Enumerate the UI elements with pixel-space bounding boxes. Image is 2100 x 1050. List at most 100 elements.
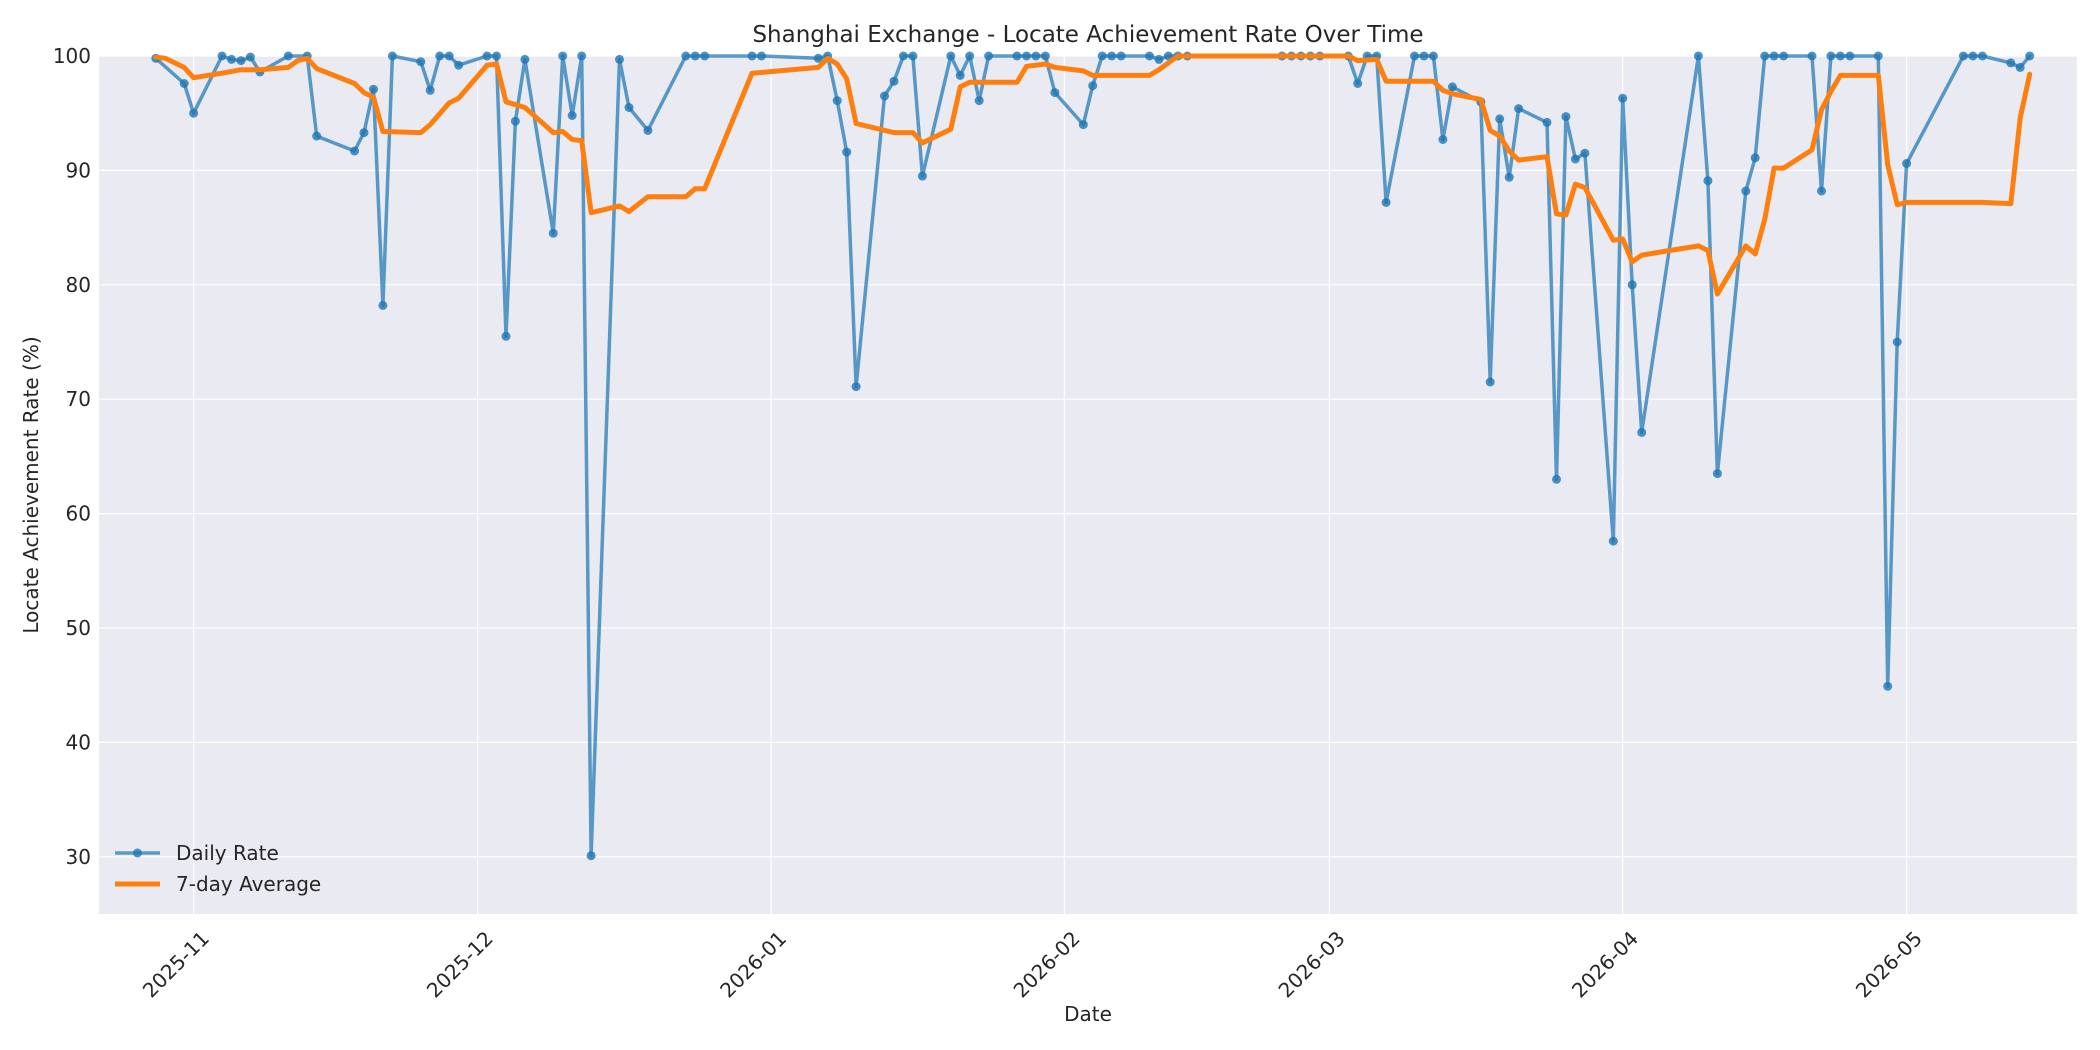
daily-data-point xyxy=(1627,280,1637,290)
daily-data-point xyxy=(1561,112,1571,122)
daily-data-point xyxy=(1428,51,1438,61)
daily-data-point xyxy=(1977,51,1987,61)
daily-data-point xyxy=(359,128,369,138)
daily-data-point xyxy=(1012,51,1022,61)
daily-data-point xyxy=(1741,186,1751,196)
daily-data-point xyxy=(312,131,322,141)
daily-data-point xyxy=(908,51,918,61)
daily-data-point xyxy=(1817,186,1826,196)
daily-data-point xyxy=(1693,51,1703,61)
daily-data-point xyxy=(1078,120,1088,130)
daily-data-point xyxy=(624,103,634,112)
daily-data-point xyxy=(1116,51,1126,61)
daily-data-point xyxy=(1892,337,1902,347)
daily-data-point xyxy=(1845,51,1855,61)
daily-data-point xyxy=(444,51,454,61)
daily-data-point xyxy=(1703,176,1713,186)
daily-data-point xyxy=(482,51,492,61)
plot-background xyxy=(99,56,2077,914)
daily-data-point xyxy=(757,51,766,61)
daily-data-point xyxy=(1570,154,1580,164)
daily-data-point xyxy=(558,51,568,61)
daily-data-point xyxy=(1514,104,1524,114)
daily-data-point xyxy=(387,51,397,61)
daily-data-point xyxy=(1552,474,1561,484)
daily-data-point xyxy=(2025,51,2035,61)
daily-data-point xyxy=(1097,51,1107,61)
x-tick-label: 2026-03 xyxy=(1274,926,1350,1002)
daily-data-point xyxy=(577,51,587,61)
daily-data-point xyxy=(1883,681,1893,691)
y-axis-label: Locate Achievement Rate (%) xyxy=(19,336,43,633)
daily-data-point xyxy=(236,56,246,66)
y-axis-ticks: 30 40 50 60 70 80 90 100 xyxy=(53,44,91,869)
daily-data-point xyxy=(946,51,956,61)
daily-data-point xyxy=(747,51,757,61)
daily-data-point xyxy=(454,60,464,70)
x-axis-ticks: 2025-11 2025-12 2026-01 2026-02 2026-03 2026-… xyxy=(138,926,1927,1002)
daily-data-point xyxy=(898,51,908,61)
daily-data-point xyxy=(1031,51,1041,61)
legend-marker-daily xyxy=(133,848,142,858)
daily-data-point xyxy=(378,300,388,310)
daily-data-point xyxy=(1495,114,1505,124)
daily-data-point xyxy=(842,147,852,157)
y-tick-label: 60 xyxy=(66,502,91,526)
daily-data-point xyxy=(2015,62,2025,72)
daily-data-point xyxy=(1485,377,1495,387)
daily-data-point xyxy=(1873,51,1883,61)
daily-data-point xyxy=(1769,51,1779,61)
daily-data-point xyxy=(1835,51,1845,61)
daily-data-point xyxy=(984,51,994,61)
daily-data-point xyxy=(1712,469,1722,479)
daily-data-point xyxy=(1040,51,1050,61)
daily-data-point xyxy=(425,85,435,95)
grid xyxy=(99,55,2077,914)
daily-data-point xyxy=(179,79,189,88)
daily-data-point xyxy=(1088,81,1098,91)
daily-data-point xyxy=(1750,153,1760,163)
y-tick-label: 40 xyxy=(66,730,91,754)
y-tick-label: 100 xyxy=(53,44,91,68)
daily-data-point xyxy=(1050,88,1060,98)
daily-data-point xyxy=(851,382,861,392)
daily-data-point xyxy=(1022,51,1031,61)
x-tick-label: 2026-02 xyxy=(1009,926,1085,1002)
daily-data-point xyxy=(369,84,378,94)
chart-title: Shanghai Exchange - Locate Achievement R… xyxy=(752,22,1423,48)
daily-data-point xyxy=(690,51,700,61)
daily-data-point xyxy=(1107,51,1117,61)
legend-label-average: 7-day Average xyxy=(176,872,321,896)
daily-data-point xyxy=(1154,54,1164,64)
daily-data-point xyxy=(1807,51,1817,61)
daily-data-point xyxy=(889,76,899,86)
daily-data-point xyxy=(813,53,823,63)
daily-data-point xyxy=(189,108,199,118)
y-tick-label: 80 xyxy=(66,273,91,297)
daily-data-point xyxy=(1580,148,1590,158)
daily-data-point xyxy=(1145,51,1154,61)
y-tick-label: 70 xyxy=(66,387,91,411)
daily-data-point xyxy=(1542,117,1552,127)
daily-data-point xyxy=(217,51,227,61)
daily-data-point xyxy=(1447,82,1457,92)
daily-data-point xyxy=(1902,159,1912,168)
daily-data-point xyxy=(1760,51,1770,61)
legend: Daily Rate 7-day Average xyxy=(115,841,321,896)
daily-data-point xyxy=(832,96,842,106)
x-axis-label: Date xyxy=(1064,1002,1112,1026)
x-tick-label: 2025-11 xyxy=(138,926,214,1002)
daily-data-point xyxy=(1779,51,1789,61)
daily-data-point xyxy=(1410,51,1419,61)
daily-data-point xyxy=(700,51,710,61)
daily-data-point xyxy=(227,54,236,64)
daily-data-point xyxy=(1353,79,1363,88)
average-series-line xyxy=(153,53,2033,297)
daily-data-point xyxy=(1958,51,1968,61)
daily-data-point xyxy=(1968,51,1978,61)
daily-data-point xyxy=(510,116,520,126)
daily-data-point xyxy=(586,851,596,861)
daily-data-point xyxy=(416,57,426,67)
daily-data-point xyxy=(1438,135,1448,144)
